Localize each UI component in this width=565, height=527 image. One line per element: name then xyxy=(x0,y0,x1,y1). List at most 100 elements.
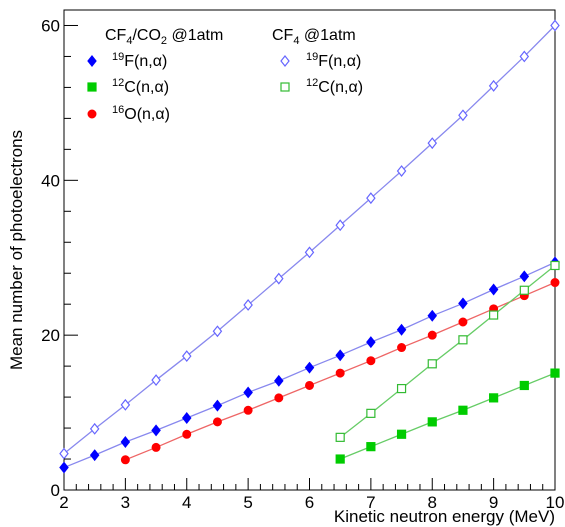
data-point xyxy=(274,374,284,387)
series-line xyxy=(339,264,556,438)
data-point xyxy=(488,79,499,92)
x-tick-label: 6 xyxy=(305,493,314,512)
data-point xyxy=(120,436,131,448)
legend-entry-cf4co2-o16: 16O(n,α) xyxy=(87,104,170,123)
data-point xyxy=(427,417,437,427)
legend-label-main: C(n,α) xyxy=(124,79,169,96)
data-point xyxy=(304,361,315,374)
legend-header-cf4-co2-tail: @1atm xyxy=(167,27,223,44)
data-point xyxy=(335,368,345,378)
data-point xyxy=(427,137,438,150)
y-tick-label: 40 xyxy=(41,171,60,190)
data-point xyxy=(335,454,345,464)
legend-entry-cf4co2-f19: 19F(n,α) xyxy=(87,51,167,70)
data-point xyxy=(396,165,407,177)
legend-label-main: C(n,α) xyxy=(318,79,363,96)
legend-label-sup: 16 xyxy=(112,104,124,116)
legend-header-cf4-co2-mid: /CO xyxy=(132,27,160,44)
legend-header-cf4-co2-sub2: 2 xyxy=(161,35,167,47)
legend-entry-cf4-c12: 12C(n,α) xyxy=(280,77,363,96)
legend-header-cf4-co2-main: CF xyxy=(105,27,127,44)
x-tick-label: 2 xyxy=(59,493,68,512)
legend-label-sup: 12 xyxy=(306,77,318,89)
data-point xyxy=(458,405,468,415)
series-s2 xyxy=(335,368,560,464)
data-point xyxy=(396,383,407,394)
legend-label-main: O(n,α) xyxy=(124,106,170,123)
y-tick-label: 20 xyxy=(41,326,60,345)
data-point xyxy=(458,335,468,345)
data-point xyxy=(243,299,253,311)
y-tick-label: 60 xyxy=(41,16,60,35)
data-point xyxy=(305,380,314,390)
legend-header-cf4-sub1: 4 xyxy=(293,35,299,47)
legend-header-cf4-tail: @1atm xyxy=(299,27,355,44)
data-point xyxy=(151,374,161,387)
data-point xyxy=(181,350,192,363)
data-point xyxy=(212,325,223,338)
data-point xyxy=(335,432,345,442)
legend-entry-cf4co2-c12: 12C(n,α) xyxy=(87,77,169,96)
data-point xyxy=(488,283,499,296)
data-point xyxy=(519,270,530,283)
data-point xyxy=(366,408,376,418)
legend-marker xyxy=(87,109,97,119)
x-tick-label: 3 xyxy=(121,493,130,512)
series-s5 xyxy=(335,260,560,442)
legend-label-main: F(n,α) xyxy=(124,53,167,70)
data-point xyxy=(519,50,530,63)
data-point xyxy=(151,442,161,452)
data-point xyxy=(59,461,69,474)
data-point xyxy=(550,260,560,271)
data-point xyxy=(519,380,529,391)
data-point xyxy=(489,310,499,320)
data-point xyxy=(366,356,376,366)
legend-marker xyxy=(280,55,290,67)
x-tick-label: 7 xyxy=(366,493,375,512)
data-point xyxy=(89,449,100,462)
data-point xyxy=(458,109,468,122)
x-tick-label: 10 xyxy=(546,493,565,512)
legend-header-cf4-co2-sub1: 4 xyxy=(126,35,132,47)
data-point xyxy=(89,422,100,435)
data-point xyxy=(489,393,499,403)
legend-label-main: F(n,α) xyxy=(318,53,361,70)
legend-header-cf4-co2: CF4/CO2 @1atm xyxy=(105,27,223,47)
data-point xyxy=(427,330,437,340)
axis-layer: 2 3 4 5 6 7 8 9 10 0 20 40 60 xyxy=(41,16,564,512)
data-point xyxy=(397,343,407,353)
data-point xyxy=(550,19,560,32)
legend-label: 12C(n,α) xyxy=(306,77,363,96)
legend-marker xyxy=(87,55,97,67)
legend-label-sup: 19 xyxy=(112,51,124,63)
legend-label-sup: 19 xyxy=(306,51,318,63)
data-point xyxy=(550,368,560,378)
x-axis-title: Kinetic neutron energy (MeV) xyxy=(334,507,555,526)
data-point xyxy=(182,429,192,439)
data-point xyxy=(304,246,315,259)
data-point xyxy=(396,323,407,336)
data-point xyxy=(243,405,253,415)
data-point xyxy=(151,424,161,437)
series-line xyxy=(339,372,556,460)
data-point xyxy=(427,359,437,369)
data-point xyxy=(458,297,468,310)
legend-entry-cf4-f19: 19F(n,α) xyxy=(280,51,361,70)
data-point xyxy=(366,442,376,452)
legend-label: 12C(n,α) xyxy=(112,77,169,96)
data-point xyxy=(212,417,222,427)
legend-header-cf4-main: CF xyxy=(272,27,294,44)
series-s1 xyxy=(59,256,560,474)
legend-label: 16O(n,α) xyxy=(112,104,170,123)
y-tick-label: 0 xyxy=(51,481,60,500)
data-point xyxy=(519,285,529,295)
data-point xyxy=(396,429,407,439)
x-tick-label: 4 xyxy=(182,493,191,512)
data-point xyxy=(212,399,223,412)
x-tick-label: 8 xyxy=(428,493,437,512)
data-point xyxy=(181,412,192,424)
data-point xyxy=(550,278,560,288)
data-point xyxy=(335,349,345,362)
data-point xyxy=(120,398,131,411)
